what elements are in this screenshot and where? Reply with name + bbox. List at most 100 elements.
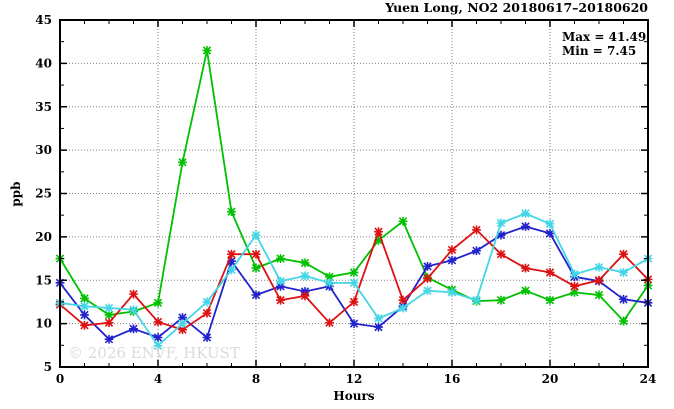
y-tick-label: 10 — [35, 317, 52, 331]
series-cyan-marker — [496, 218, 506, 228]
series-cyan-marker — [251, 230, 261, 240]
series-blue-marker — [496, 230, 506, 240]
series-green-marker — [570, 287, 579, 297]
series-green-marker — [300, 258, 310, 268]
series-cyan-marker — [300, 271, 310, 281]
series-green-marker — [521, 286, 530, 296]
series-blue-marker — [374, 322, 383, 332]
series-cyan-marker — [202, 297, 212, 307]
x-tick-label: 8 — [252, 372, 260, 386]
y-tick-label: 25 — [35, 187, 52, 201]
x-tick-label: 24 — [640, 372, 657, 386]
series-blue-marker — [545, 229, 555, 238]
series-cyan-marker — [619, 268, 628, 277]
y-tick-label: 45 — [35, 13, 52, 27]
series-green-marker — [104, 310, 114, 320]
series-green-marker — [202, 46, 212, 55]
series-red-marker — [594, 275, 604, 285]
series-green-marker — [276, 254, 285, 263]
series-red-marker — [80, 320, 89, 330]
series-green-marker — [374, 235, 383, 245]
series-blue-marker — [423, 261, 432, 271]
series-green-marker — [251, 263, 261, 273]
series-red-marker — [202, 308, 212, 318]
series-red-marker — [300, 291, 310, 301]
series-blue-marker — [349, 319, 359, 329]
series-blue-marker — [472, 246, 481, 256]
series-green-marker — [227, 207, 236, 217]
series-green-marker — [545, 295, 555, 305]
x-axis-label: Hours — [333, 389, 374, 403]
series-cyan-marker — [545, 219, 555, 229]
series-green-marker — [594, 290, 604, 300]
series-red-marker — [423, 274, 432, 283]
y-tick-label: 20 — [35, 230, 52, 244]
series-blue-marker — [619, 294, 628, 304]
series-green-marker — [349, 268, 359, 277]
series-red-marker — [178, 325, 187, 335]
series-red-marker — [521, 263, 530, 273]
y-tick-label: 40 — [35, 56, 52, 70]
series-layer — [55, 46, 653, 351]
max-annotation: Max = 41.49 — [562, 30, 646, 44]
plot-frame — [59, 19, 649, 368]
series-blue-marker — [129, 324, 138, 334]
watermark: © 2026 ENVF, HKUST — [68, 344, 240, 362]
series-cyan-marker — [153, 341, 163, 351]
axis-layer: 5 10 15 20 25 30 35 40 45 0 4 8 12 16 20 24 — [35, 13, 656, 386]
series-cyan-marker — [349, 278, 359, 288]
series-blue-marker — [227, 256, 236, 266]
grid-layer — [60, 20, 648, 367]
series-cyan-marker — [325, 278, 334, 288]
series-cyan-marker — [178, 319, 187, 329]
series-blue-marker — [447, 255, 457, 265]
series-red-marker — [153, 317, 163, 327]
x-tick-label: 0 — [56, 372, 64, 386]
series-blue-marker — [276, 281, 285, 291]
series-cyan-marker — [521, 209, 530, 218]
series-blue-marker — [178, 313, 187, 322]
series-cyan-marker — [276, 276, 285, 286]
series-red-marker — [374, 227, 383, 237]
series-red-marker — [447, 245, 457, 255]
series-green-marker — [80, 294, 89, 303]
series-green-marker — [325, 272, 334, 282]
series-cyan-marker — [129, 305, 138, 315]
series-blue-marker — [153, 333, 163, 342]
series-cyan-marker — [104, 303, 114, 313]
min-annotation: Min = 7.45 — [562, 44, 636, 58]
series-green-marker — [178, 157, 187, 167]
series-cyan-marker — [594, 262, 604, 272]
series-blue-marker — [251, 290, 261, 300]
series-green-marker — [619, 316, 628, 326]
series-cyan-marker — [447, 287, 457, 297]
series-red-marker — [472, 225, 481, 235]
y-tick-label: 15 — [35, 273, 52, 287]
series-red-marker — [349, 297, 359, 307]
y-tick-label: 5 — [44, 360, 52, 374]
series-cyan-marker — [227, 265, 236, 275]
series-cyan-marker — [570, 269, 579, 279]
series-red-marker — [276, 295, 285, 305]
series-red-marker — [398, 295, 408, 305]
y-tick-label: 35 — [35, 100, 52, 114]
series-green-marker — [153, 298, 163, 308]
y-tick-label: 30 — [35, 143, 52, 157]
series-blue-marker — [202, 333, 212, 342]
x-tick-label: 12 — [346, 372, 363, 386]
series-cyan-marker — [398, 303, 408, 313]
series-red-marker — [129, 289, 138, 299]
series-red-marker — [325, 318, 334, 328]
x-tick-label: 16 — [444, 372, 461, 386]
series-red-marker — [104, 318, 114, 328]
series-red-marker — [496, 249, 506, 259]
series-blue-marker — [521, 222, 530, 231]
series-cyan-marker — [423, 286, 432, 296]
series-red-marker — [227, 249, 236, 259]
chart-title: Yuen Long, NO2 20180617–20180620 — [384, 0, 648, 15]
y-axis-label: ppb — [9, 181, 23, 206]
series-cyan-marker — [80, 301, 89, 311]
series-cyan-marker — [472, 295, 481, 305]
